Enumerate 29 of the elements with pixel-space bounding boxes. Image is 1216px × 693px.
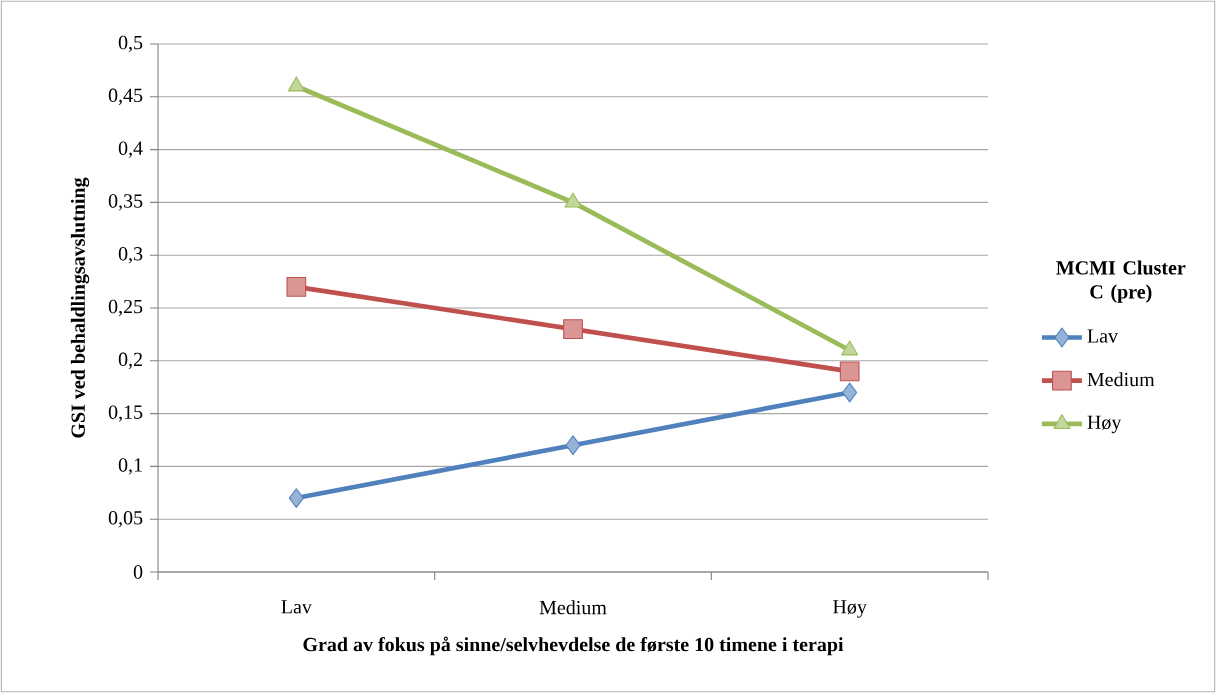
x-tick-label: Høy (833, 600, 867, 618)
point (286, 277, 307, 297)
x-tick-label: Lav (281, 600, 312, 614)
point (842, 382, 858, 403)
point (563, 319, 583, 339)
y-tick-label: 0,15 (108, 405, 143, 422)
y-tick-label: 0,5 (118, 35, 143, 53)
y-axis-title: GSI ved behaldlingsavslutning (70, 177, 90, 438)
y-tick-label: 0,4 (118, 141, 143, 158)
legend-title: MCMI Cluster C (pre) (1056, 260, 1186, 303)
x-axis-title: Grad av fokus på sinne/selvhevdelse de første 10 timene i terapi (303, 636, 844, 656)
y-tick-label: 0,05 (108, 511, 143, 528)
y-tick-label: 0,25 (108, 299, 143, 317)
y-tick-label: 0,45 (108, 88, 143, 105)
point (565, 435, 581, 456)
y-tick-label: 0,2 (118, 352, 142, 369)
legend-label: Høy (1087, 415, 1122, 434)
y-tick-label: 0 (133, 565, 143, 579)
point (841, 340, 859, 356)
y-tick-label: 0,3 (118, 247, 143, 264)
legend-label: Medium (1087, 372, 1155, 387)
x-tick-label: Medium (539, 600, 607, 615)
point (564, 192, 582, 208)
point (288, 488, 304, 508)
y-tick-label: 0,1 (118, 458, 142, 475)
point (287, 76, 305, 92)
point (839, 361, 860, 382)
y-tick-label: 0,35 (108, 194, 143, 211)
legend-label: Lav (1087, 329, 1119, 343)
